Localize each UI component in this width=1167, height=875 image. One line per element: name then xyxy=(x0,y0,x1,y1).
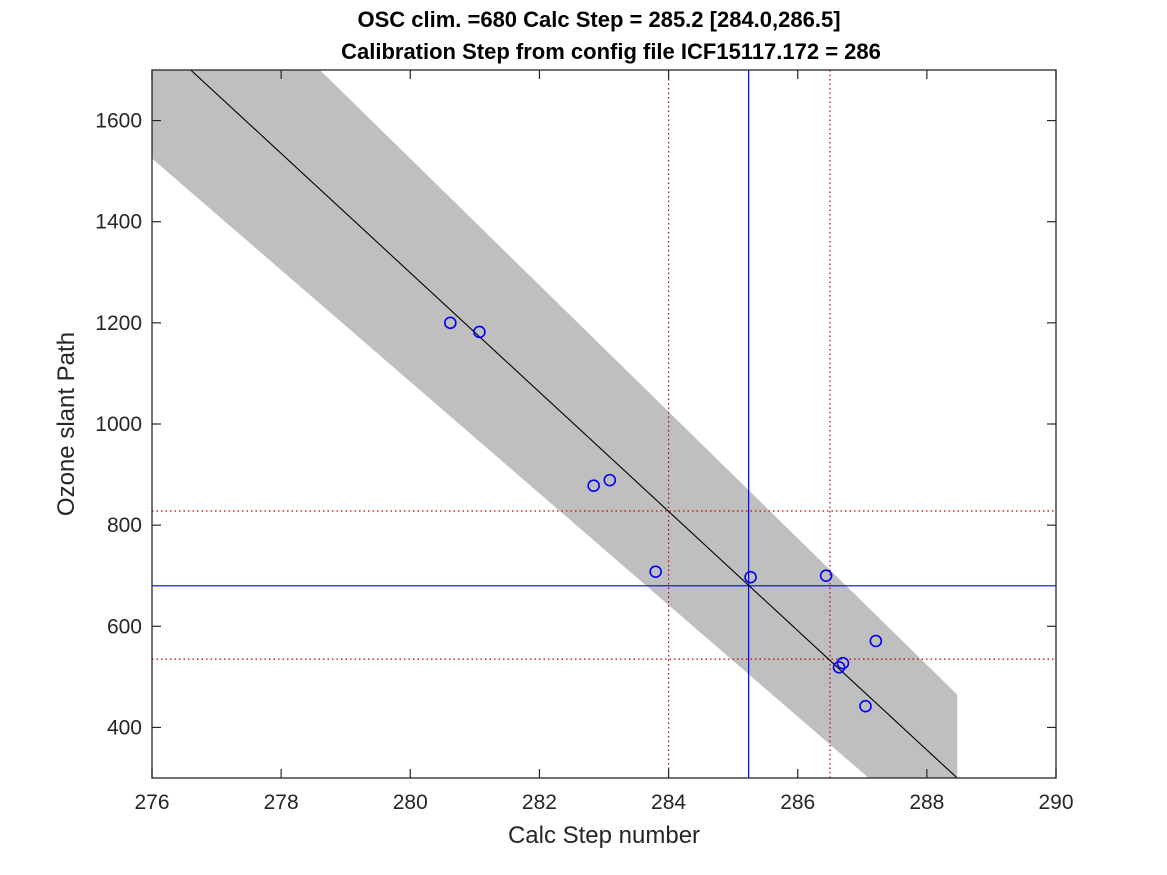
y-tick-label: 1200 xyxy=(95,312,142,335)
x-tick-label: 278 xyxy=(264,791,299,814)
chart-title-line-1: OSC clim. =680 Calc Step = 285.2 [284.0,… xyxy=(357,7,840,32)
data-point xyxy=(859,699,872,713)
data-point xyxy=(473,325,486,339)
x-axis-label: Calc Step number xyxy=(508,822,700,849)
data-point xyxy=(869,634,883,648)
data-point xyxy=(836,656,850,670)
data-point xyxy=(819,569,833,583)
data-point xyxy=(603,473,617,487)
chart-title-line-2: Calibration Step from config file ICF151… xyxy=(341,39,881,64)
y-tick-label: 800 xyxy=(107,514,142,537)
data-point xyxy=(649,565,662,578)
confidence-band xyxy=(152,70,958,778)
data-point xyxy=(444,316,457,330)
regression-fit-line xyxy=(190,70,958,778)
x-tick-label: 276 xyxy=(134,791,169,814)
x-tick-label: 288 xyxy=(909,791,944,814)
data-point xyxy=(744,570,757,584)
y-tick-label: 1400 xyxy=(95,211,142,234)
x-tick-label: 282 xyxy=(522,791,557,814)
data-point xyxy=(587,479,600,492)
x-tick-label: 286 xyxy=(780,791,815,814)
x-tick-label: 290 xyxy=(1038,791,1073,814)
y-tick-label: 1000 xyxy=(95,413,142,436)
y-tick-label: 1600 xyxy=(95,110,142,133)
y-tick-label: 400 xyxy=(107,716,142,739)
data-point xyxy=(832,660,846,674)
x-tick-label: 284 xyxy=(651,791,686,814)
y-axis-label: Ozone slant Path xyxy=(53,332,80,516)
x-tick-label: 280 xyxy=(393,791,428,814)
y-tick-label: 600 xyxy=(107,615,142,638)
